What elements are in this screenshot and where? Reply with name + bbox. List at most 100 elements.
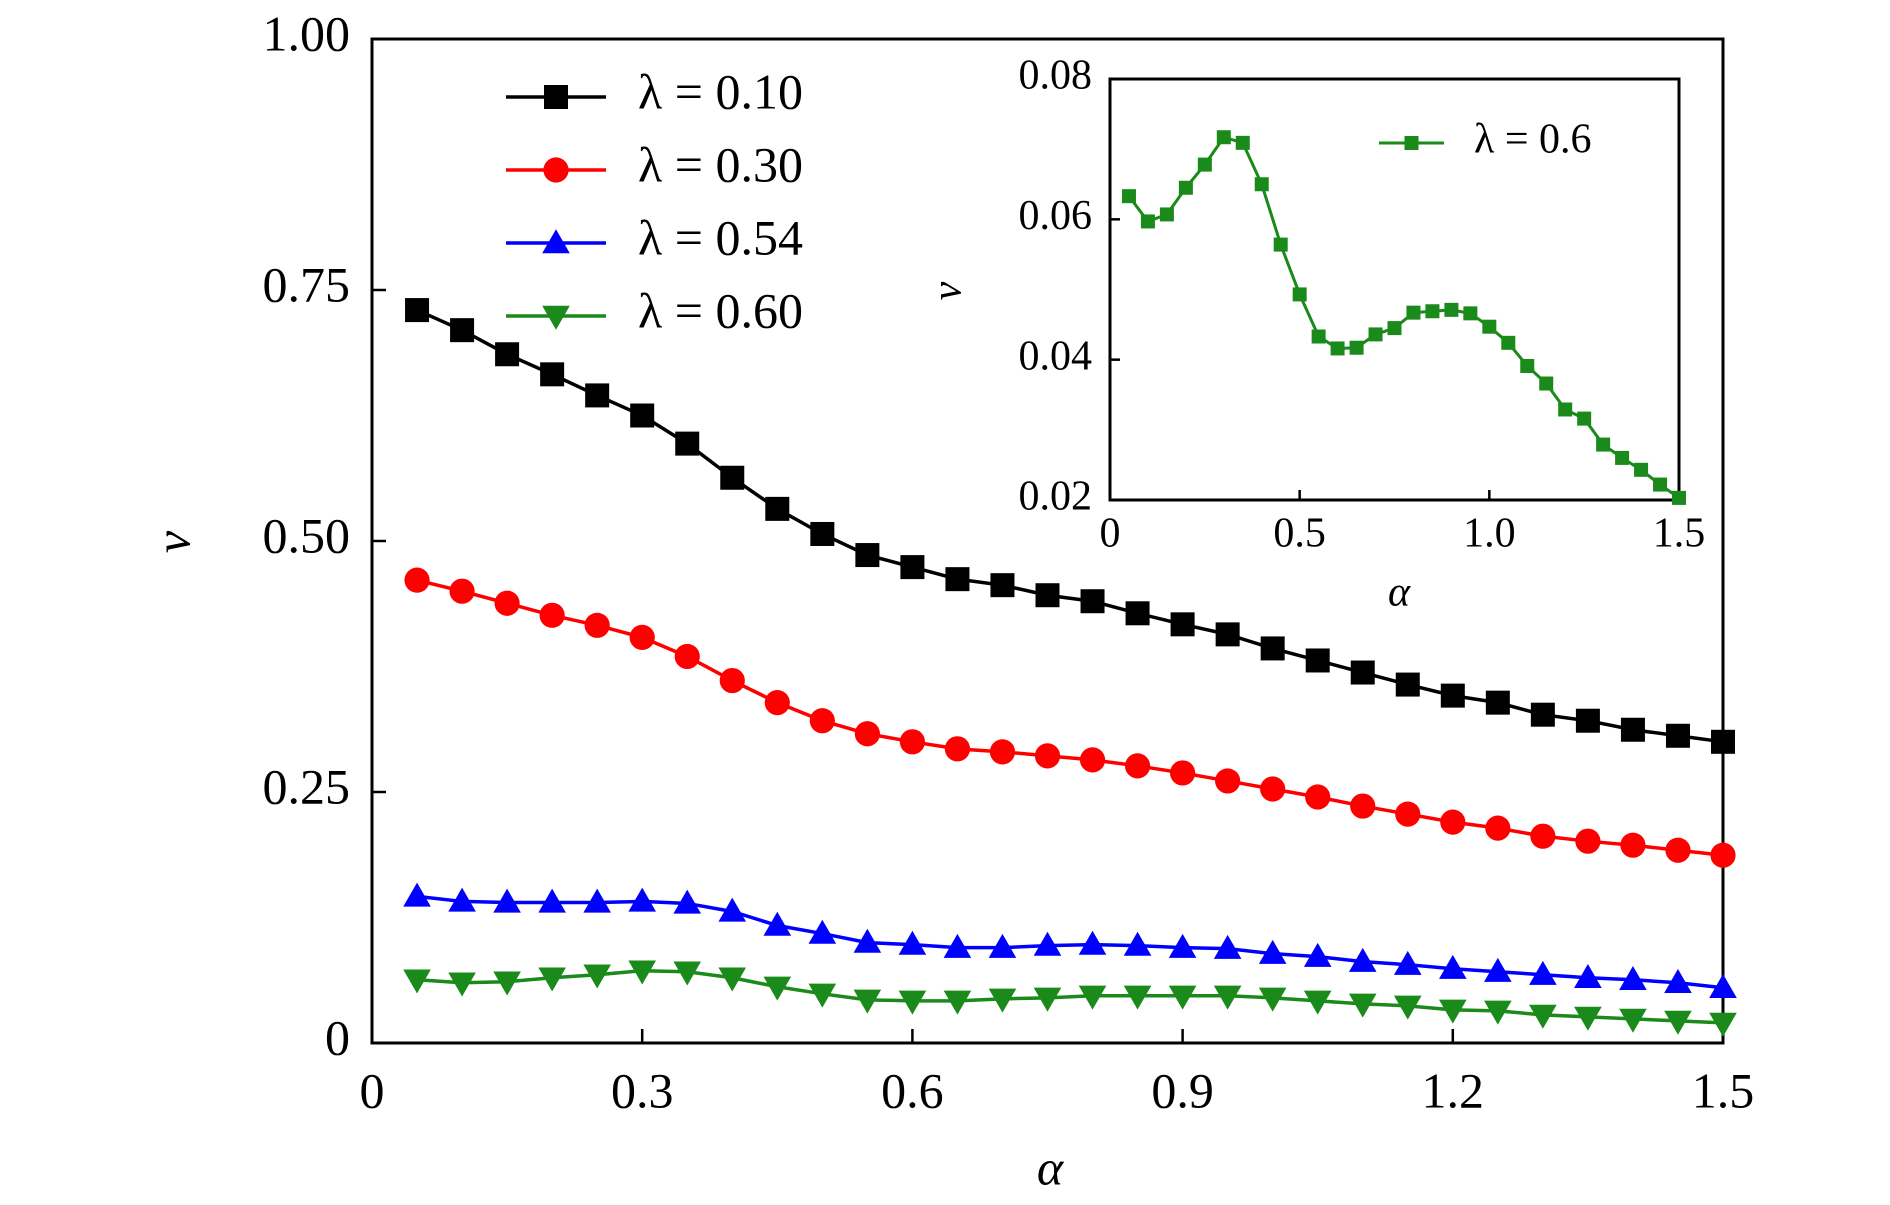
x-tick-label: 0 bbox=[1100, 511, 1121, 557]
legend-label: λ = 0.10 bbox=[638, 63, 803, 119]
marker bbox=[854, 721, 880, 747]
x-axis-label: α bbox=[1037, 1139, 1065, 1195]
marker bbox=[719, 667, 745, 694]
marker bbox=[448, 887, 476, 912]
marker bbox=[404, 567, 430, 593]
y-tick-label: 0.50 bbox=[263, 507, 351, 563]
marker bbox=[1348, 947, 1377, 972]
marker bbox=[1634, 462, 1649, 477]
marker bbox=[544, 85, 568, 109]
marker bbox=[449, 578, 475, 604]
marker bbox=[543, 157, 569, 183]
marker bbox=[989, 739, 1016, 765]
x-tick-label: 1.2 bbox=[1422, 1062, 1485, 1118]
marker bbox=[1440, 683, 1465, 708]
marker bbox=[1404, 136, 1419, 150]
marker bbox=[943, 933, 972, 958]
marker bbox=[1178, 180, 1193, 195]
marker bbox=[1393, 995, 1422, 1020]
marker bbox=[1619, 1008, 1647, 1033]
x-tick-label: 0.5 bbox=[1273, 511, 1326, 557]
y-axis-label: v bbox=[144, 530, 200, 553]
marker bbox=[1575, 708, 1600, 733]
marker bbox=[1140, 214, 1155, 229]
marker bbox=[944, 736, 971, 762]
marker bbox=[1395, 801, 1421, 827]
marker bbox=[1215, 622, 1240, 647]
plot-frame bbox=[1108, 77, 1681, 502]
marker bbox=[718, 967, 747, 992]
x-tick-label: 0 bbox=[360, 1062, 385, 1118]
legend-label: λ = 0.6 bbox=[1474, 117, 1592, 163]
marker bbox=[629, 624, 655, 650]
marker bbox=[1170, 760, 1196, 786]
marker bbox=[1035, 583, 1060, 608]
marker bbox=[1350, 660, 1375, 685]
marker bbox=[673, 961, 702, 986]
marker bbox=[583, 964, 611, 989]
marker bbox=[673, 889, 702, 914]
marker bbox=[1485, 690, 1510, 715]
marker bbox=[1387, 321, 1402, 336]
marker bbox=[1213, 985, 1242, 1010]
marker bbox=[1665, 837, 1691, 863]
y-tick-label: 0 bbox=[325, 1009, 350, 1065]
marker bbox=[1197, 157, 1212, 172]
marker bbox=[1215, 768, 1241, 794]
x-tick-label: 1.5 bbox=[1692, 1062, 1755, 1118]
marker bbox=[809, 708, 835, 734]
marker bbox=[1292, 287, 1307, 302]
marker bbox=[1664, 968, 1692, 993]
marker bbox=[1520, 358, 1535, 373]
marker bbox=[1168, 933, 1197, 958]
marker bbox=[1168, 985, 1197, 1010]
marker bbox=[1123, 985, 1152, 1010]
marker bbox=[988, 988, 1017, 1013]
marker bbox=[493, 971, 521, 996]
marker bbox=[1574, 1006, 1602, 1031]
marker bbox=[1305, 784, 1331, 810]
y-tick-label: 0.04 bbox=[1019, 333, 1093, 379]
marker bbox=[675, 431, 700, 456]
marker bbox=[1482, 319, 1497, 334]
marker bbox=[900, 555, 925, 580]
marker bbox=[988, 933, 1017, 958]
y-tick-label: 0.02 bbox=[1019, 474, 1093, 520]
marker bbox=[1305, 648, 1330, 673]
marker bbox=[542, 305, 570, 330]
marker bbox=[1425, 304, 1440, 319]
y-tick-label: 0.25 bbox=[263, 758, 351, 814]
marker bbox=[674, 643, 700, 670]
x-tick-label: 1.0 bbox=[1463, 511, 1516, 557]
marker bbox=[538, 967, 566, 992]
marker bbox=[628, 960, 656, 985]
marker bbox=[1235, 135, 1250, 150]
legend-label: λ = 0.54 bbox=[638, 209, 803, 265]
marker bbox=[1078, 930, 1107, 955]
marker bbox=[1349, 340, 1364, 355]
marker bbox=[1123, 931, 1152, 956]
marker bbox=[1273, 237, 1288, 252]
marker bbox=[720, 465, 745, 490]
marker bbox=[1395, 672, 1420, 697]
marker bbox=[1121, 189, 1136, 204]
y-axis-label: v bbox=[925, 281, 971, 300]
marker bbox=[585, 383, 610, 408]
marker bbox=[1213, 934, 1242, 959]
marker bbox=[898, 990, 927, 1015]
marker bbox=[1620, 717, 1645, 742]
marker bbox=[1709, 973, 1737, 998]
marker bbox=[1260, 776, 1286, 802]
marker bbox=[1216, 130, 1231, 145]
marker bbox=[540, 362, 565, 387]
marker bbox=[898, 930, 927, 955]
marker bbox=[1033, 931, 1062, 956]
marker bbox=[1439, 999, 1467, 1024]
marker bbox=[1619, 965, 1647, 990]
marker bbox=[448, 972, 476, 997]
marker bbox=[990, 573, 1015, 598]
y-tick-label: 0.75 bbox=[263, 256, 351, 312]
y-tick-label: 0.08 bbox=[1019, 53, 1093, 99]
